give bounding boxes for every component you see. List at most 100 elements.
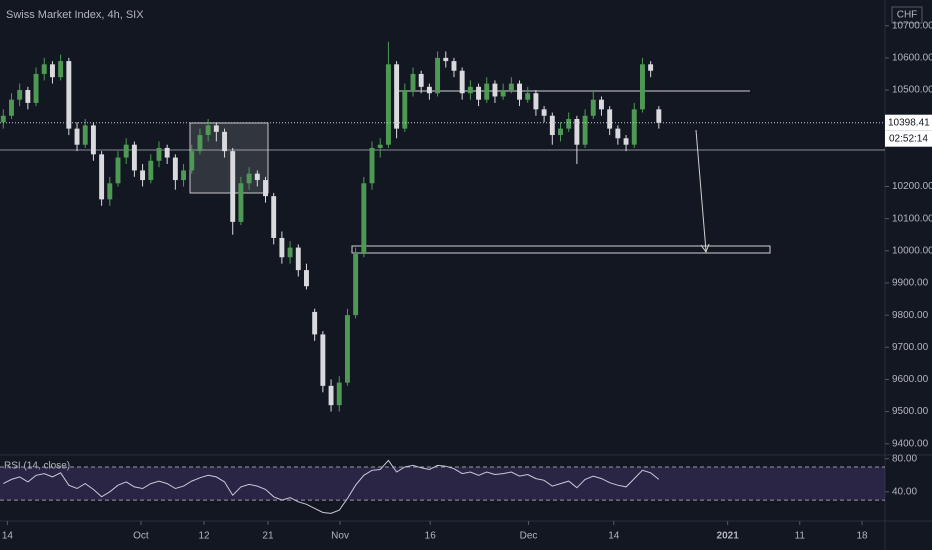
x-tick-label: Dec: [520, 531, 538, 542]
x-tick-label: 11: [795, 531, 806, 542]
x-tick-label: Nov: [331, 531, 349, 542]
y-tick-label: 9700.00: [892, 342, 929, 353]
x-tick-label: 14: [608, 531, 620, 542]
candle-body: [476, 86, 482, 100]
candle-body: [205, 125, 211, 136]
y-tick-label: 10200.00: [892, 181, 932, 192]
rsi-tick-label: 80.00: [892, 453, 917, 464]
candle-body: [484, 83, 490, 100]
candle-body: [271, 196, 277, 238]
candle-body: [385, 64, 391, 145]
candle-body: [312, 311, 318, 335]
candle-body: [459, 70, 465, 94]
x-tick-label: 18: [856, 531, 868, 542]
x-tick-label: 12: [198, 531, 210, 542]
candle-body: [295, 247, 301, 271]
candle-body: [230, 151, 236, 222]
candle-body: [549, 115, 555, 136]
candle-body: [369, 147, 375, 184]
x-tick-label: 21: [262, 531, 274, 542]
candle-body: [361, 183, 367, 255]
rsi-line: [3, 459, 660, 514]
candle-body: [582, 115, 588, 145]
y-tick-label: 10700.00: [892, 20, 932, 31]
candle-body: [631, 109, 637, 145]
candle-body: [467, 86, 473, 94]
candle-body: [263, 180, 268, 197]
candle-body: [304, 270, 309, 287]
candle-body: [492, 83, 498, 97]
arrow-head: [700, 243, 710, 254]
candle-body: [394, 64, 400, 129]
candle-body: [607, 109, 613, 129]
countdown-box: [885, 130, 932, 147]
x-tick-label: 2021: [717, 531, 740, 542]
y-tick-label: 10600.00: [892, 53, 932, 64]
last-price-box: [885, 114, 932, 131]
candle-body: [328, 385, 334, 406]
x-tick-label: 16: [425, 531, 437, 542]
candle-body: [164, 147, 170, 158]
candle-body: [599, 99, 604, 110]
candle-body: [320, 334, 326, 386]
candle-body: [82, 125, 88, 145]
candle-body: [402, 90, 408, 129]
rsi-band: [0, 467, 885, 501]
candle-body: [558, 128, 563, 136]
candle-body: [344, 315, 350, 383]
candle-body: [615, 128, 621, 139]
last-price-label: 10398.41: [888, 117, 930, 128]
candle-body: [33, 73, 39, 103]
candle-body: [517, 83, 522, 100]
candle-body: [213, 125, 219, 132]
candle-body: [451, 61, 457, 71]
candle-body: [574, 118, 580, 145]
range-box: [189, 122, 269, 194]
candle-body: [287, 247, 293, 258]
candle-body: [435, 57, 441, 94]
x-tick-label: 14: [2, 531, 14, 542]
candle-body: [639, 64, 645, 110]
candle-body: [131, 144, 137, 171]
candle-body: [9, 99, 14, 116]
candle-body: [0, 115, 6, 123]
arrow-shaft: [695, 129, 707, 252]
candle-body: [336, 382, 342, 406]
candle-body: [254, 173, 260, 181]
candle-body: [566, 118, 572, 129]
candle-body: [623, 138, 629, 145]
candle-body: [410, 73, 416, 91]
candle-body: [107, 183, 113, 200]
candle-body: [279, 237, 285, 258]
candle-body: [648, 64, 654, 71]
candle-body: [74, 128, 80, 145]
candle-body: [443, 57, 449, 62]
y-tick-label: 10000.00: [892, 245, 932, 256]
y-tick-label: 10100.00: [892, 213, 932, 224]
candle-body: [418, 73, 424, 87]
x-tick-label: Oct: [133, 531, 149, 542]
rsi-label: RSI (14, close): [4, 461, 70, 472]
candle-body: [99, 154, 105, 200]
candle-body: [140, 170, 146, 181]
y-tick-label: 9800.00: [892, 310, 929, 321]
candle-body: [197, 135, 203, 152]
candle-body: [525, 93, 531, 100]
candle-body: [353, 254, 359, 316]
chart-title: Swiss Market Index, 4h, SIX: [6, 9, 144, 21]
candle-body: [66, 61, 72, 129]
candle-body: [377, 144, 383, 148]
candle-body: [17, 90, 23, 100]
candle-body: [238, 183, 244, 222]
candle-body: [500, 90, 506, 97]
candle-body: [426, 86, 432, 94]
candle-body: [590, 99, 596, 116]
target-zone: [351, 245, 771, 254]
candle-body: [222, 131, 227, 152]
candle-body: [541, 109, 547, 116]
candle-body: [156, 147, 162, 161]
candle-body: [189, 151, 195, 171]
candle-body: [123, 144, 129, 158]
